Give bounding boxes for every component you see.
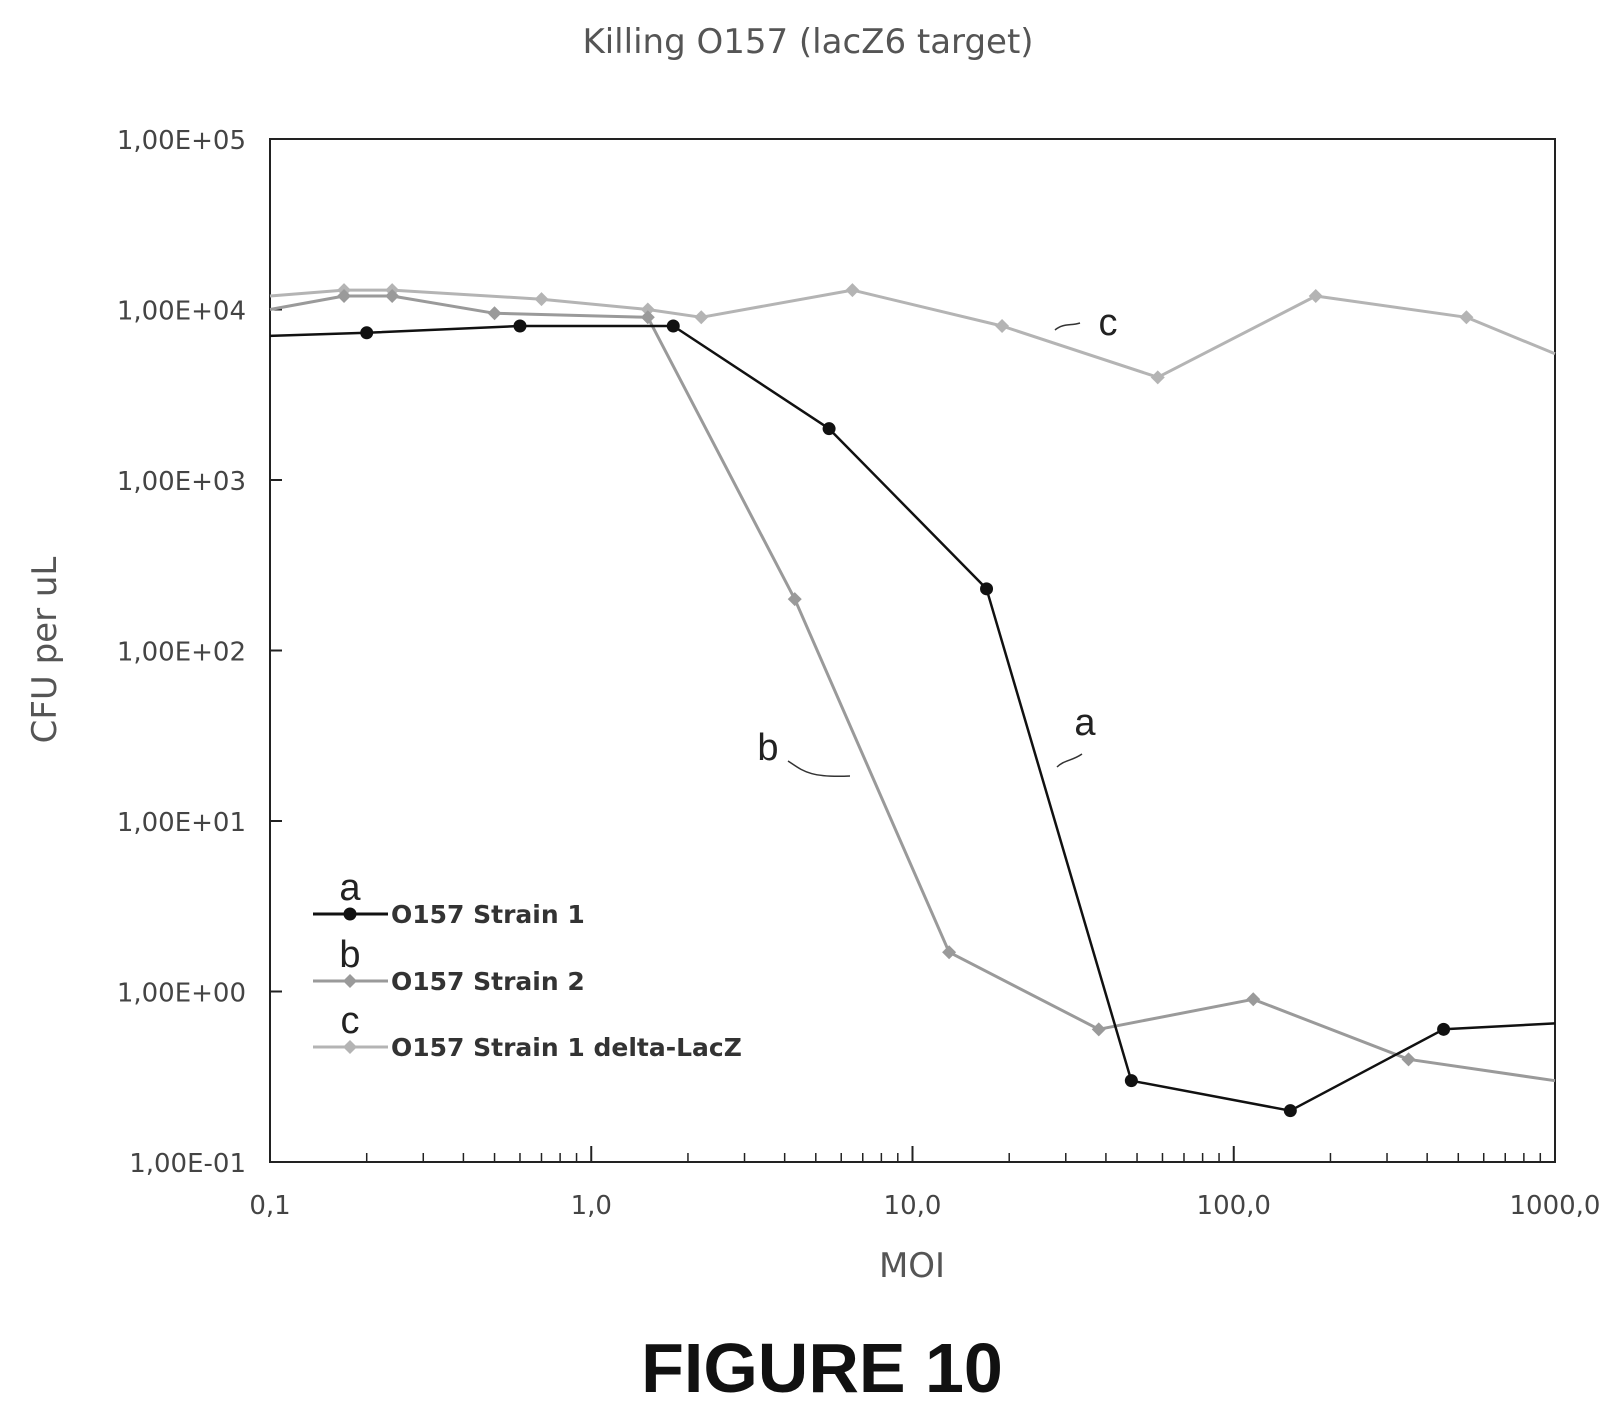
y-tick-label: 1,00E+05: [117, 126, 246, 156]
data-point-b: [337, 288, 352, 303]
y-axis-title: CFU per uL: [25, 557, 65, 744]
x-tick-label: 1,0: [571, 1191, 612, 1221]
data-point-a: [513, 319, 527, 333]
data-point-a: [1124, 1074, 1138, 1088]
chart-title: Killing O157 (lacZ6 target): [582, 22, 1033, 62]
curve-label-c: c: [1099, 302, 1118, 344]
legend-label: O157 Strain 1 delta-LacZ: [391, 1033, 742, 1062]
legend-letter: c: [341, 1000, 360, 1042]
y-tick-label: 1,00E-01: [129, 1149, 246, 1179]
legend-label: O157 Strain 2: [391, 967, 585, 996]
legend-letter: b: [339, 934, 360, 976]
x-axis: 0,1 1,0 10,0 100,0 1000,0: [249, 1146, 1600, 1221]
y-axis: 1,00E-01 1,00E+00 1,00E+01 1,00E+02 1,00E+03…: [117, 126, 282, 1179]
x-tick-label: 0,1: [249, 1191, 290, 1221]
data-point-b: [487, 306, 502, 321]
data-point-b: [787, 592, 802, 607]
series-c: [269, 283, 1556, 385]
data-point-a: [822, 422, 836, 436]
curve-label-b: b: [757, 727, 778, 769]
data-point-b: [1091, 1022, 1106, 1037]
y-tick-label: 1,00E+00: [117, 979, 246, 1009]
legend-label: O157 Strain 1: [391, 900, 585, 929]
data-point-c: [640, 302, 655, 317]
data-point-c: [1459, 310, 1474, 325]
legend-marker: [343, 907, 357, 921]
series-layer: [269, 283, 1556, 1118]
series-a: [269, 319, 1556, 1118]
series-line-a: [269, 324, 1556, 1112]
data-point-a: [360, 326, 374, 340]
curve-label-a: a: [1074, 702, 1096, 744]
data-point-c: [995, 319, 1010, 334]
callout-leader-a: [1056, 753, 1083, 768]
y-tick-label: 1,00E+04: [117, 297, 246, 327]
callout-leader-b: [787, 760, 851, 778]
x-tick-label: 100,0: [1197, 1191, 1271, 1221]
figure-caption: FIGURE 10: [641, 1329, 1003, 1407]
data-point-a: [980, 582, 994, 596]
series-line-c: [269, 288, 1556, 379]
plot-area-frame: [269, 138, 1556, 1163]
data-point-b: [385, 288, 400, 303]
legend-item: a O157 Strain 1: [313, 867, 585, 929]
x-tick-label: 1000,0: [1510, 1191, 1601, 1221]
data-point-a: [666, 319, 680, 333]
y-tick-label: 1,00E+02: [117, 638, 246, 668]
callout-leader-c: [1054, 322, 1081, 331]
data-point-a: [1283, 1104, 1297, 1118]
y-tick-label: 1,00E+03: [117, 467, 246, 497]
data-point-b: [640, 310, 655, 325]
legend-marker: [343, 974, 357, 988]
x-tick-label: 10,0: [884, 1191, 942, 1221]
y-tick-label: 1,00E+01: [117, 808, 246, 838]
data-point-c: [534, 292, 549, 307]
data-point-c: [845, 283, 860, 298]
data-point-c: [694, 310, 709, 325]
legend: a O157 Strain 1 b O157 Strain 2 c O157 Strain…: [313, 867, 742, 1062]
data-point-b: [1246, 992, 1261, 1007]
series-line-b: [269, 294, 1556, 1083]
legend-marker: [343, 1040, 357, 1054]
legend-item: b O157 Strain 2: [313, 934, 585, 996]
data-point-c: [1308, 288, 1323, 303]
legend-letter: a: [339, 867, 361, 909]
data-point-c: [1150, 370, 1165, 385]
data-point-b: [1401, 1052, 1416, 1067]
legend-item: c O157 Strain 1 delta-LacZ: [313, 1000, 742, 1062]
data-point-b: [942, 945, 957, 960]
x-axis-title: MOI: [879, 1246, 945, 1286]
series-b: [269, 288, 1556, 1083]
data-point-a: [1437, 1022, 1451, 1036]
